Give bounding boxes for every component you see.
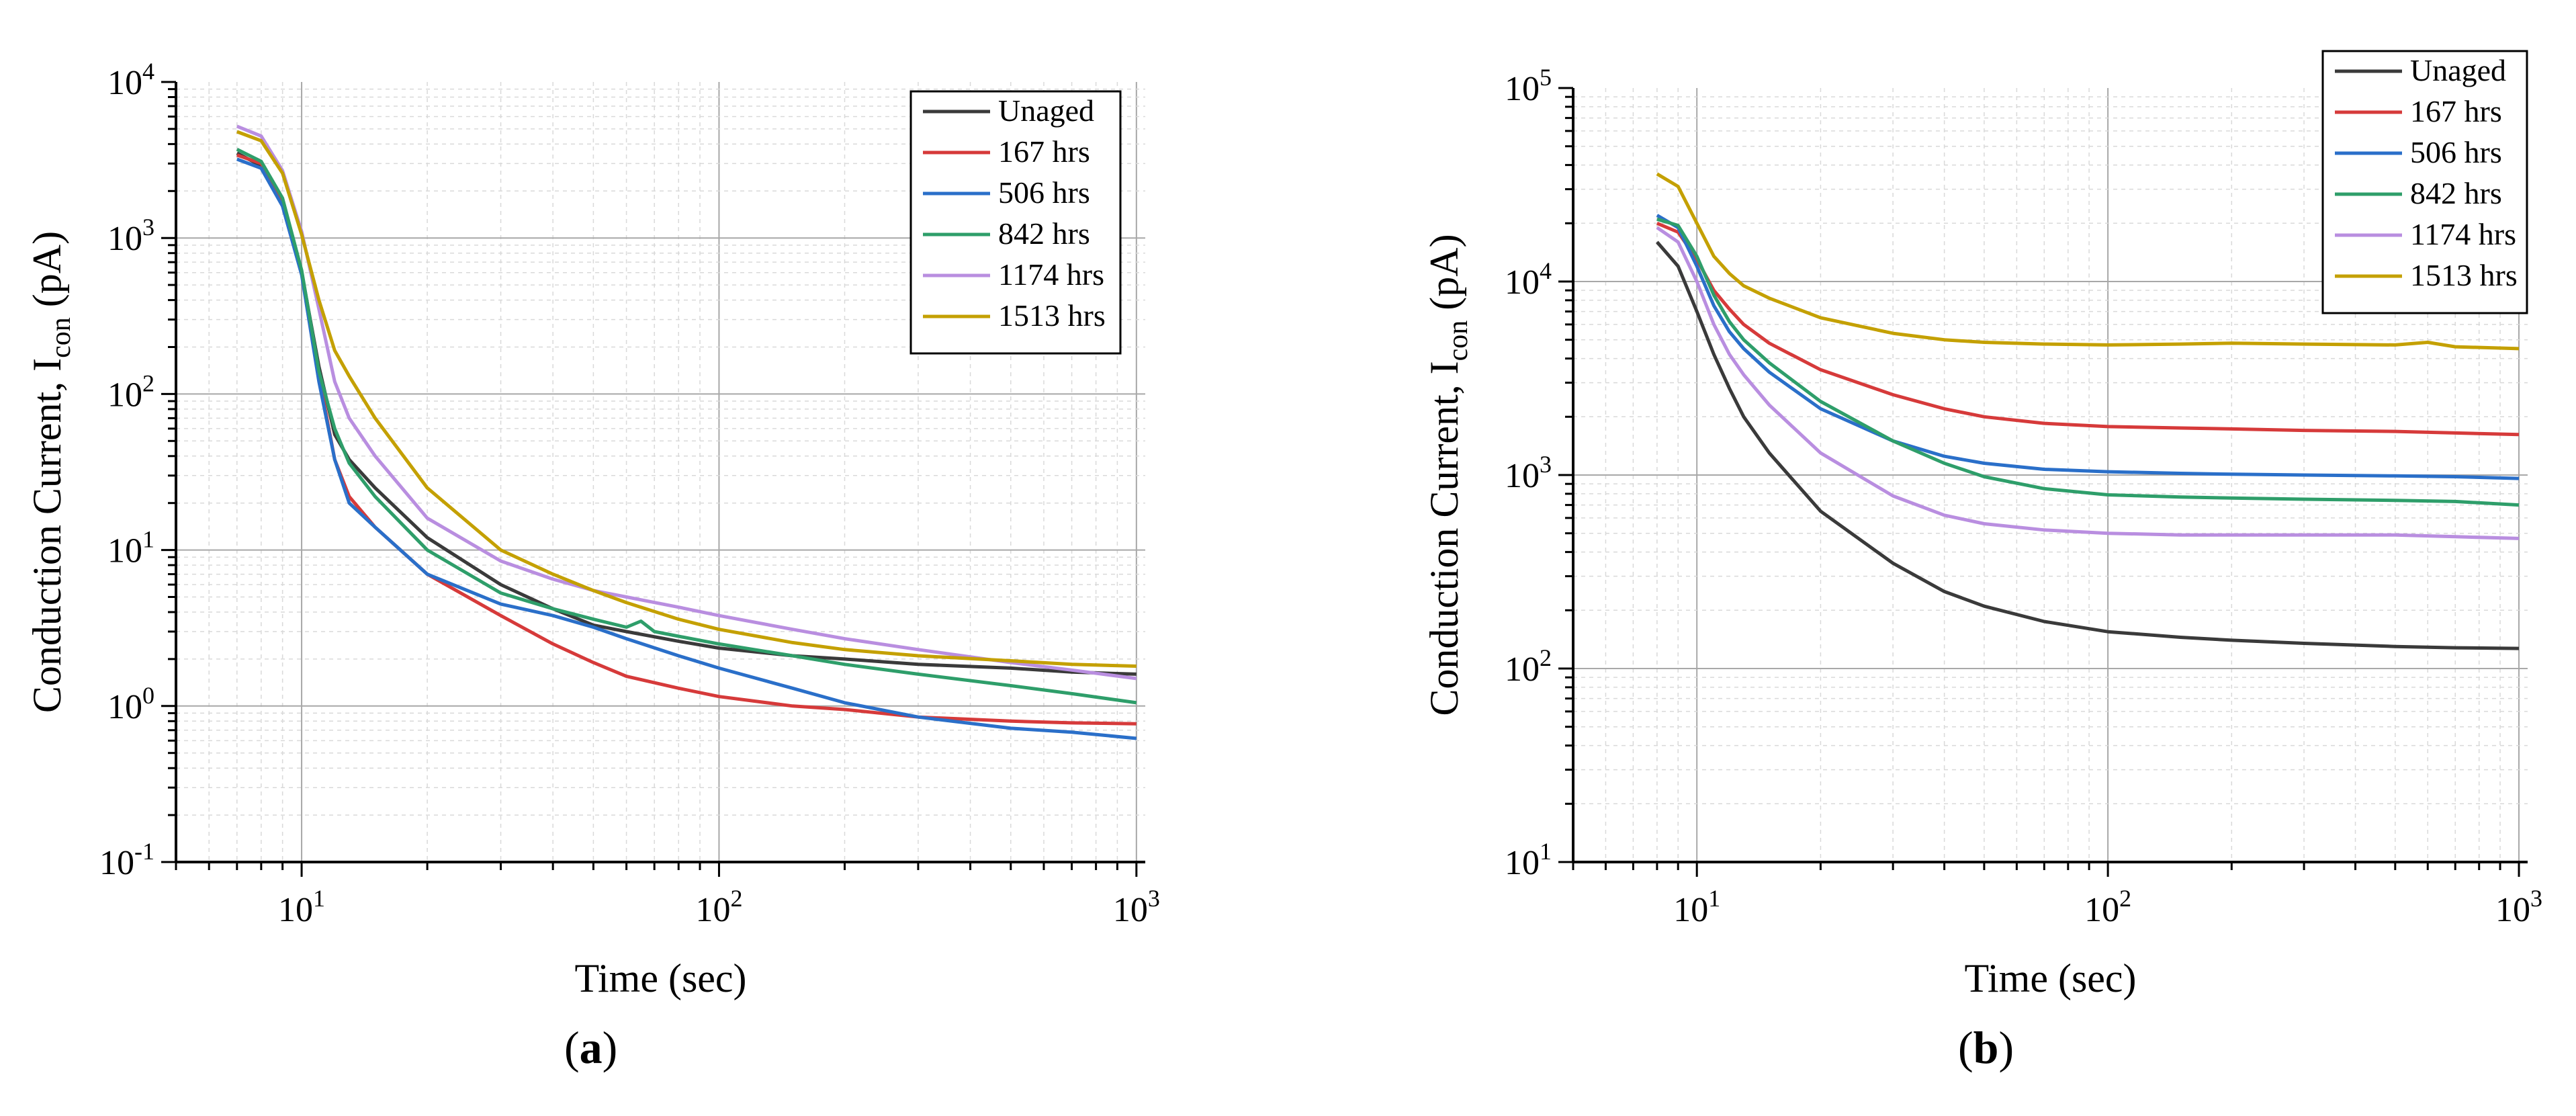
panel-label-b: (b) [1958, 1022, 2014, 1073]
legend-box [2321, 50, 2528, 314]
legend-label: 1513 hrs [2410, 258, 2518, 292]
y-tick-label: 10-1 [99, 838, 154, 882]
legend-label: 506 hrs [998, 175, 1090, 210]
x-tick-label: 102 [695, 885, 742, 929]
legend-label: 167 hrs [998, 134, 1090, 169]
y-tick-label: 102 [107, 370, 154, 414]
series-line-unaged [1656, 241, 2520, 650]
x-tick-label: 101 [278, 885, 325, 929]
series-line-1513-hrs [236, 130, 1137, 668]
legend-label: Unaged [2410, 53, 2506, 87]
y-tick-label: 105 [1505, 64, 1552, 108]
legend-label: 842 hrs [998, 216, 1090, 251]
panel-label-b-letter: b [1973, 1022, 1999, 1073]
series-line-842-hrs [1656, 217, 2520, 507]
legend-label: 1513 hrs [998, 298, 1106, 333]
legend-label: Unaged [998, 93, 1094, 128]
legend-label: 167 hrs [2410, 94, 2502, 128]
series-line-1174-hrs [1656, 226, 2520, 540]
y-axis-label: Conduction Current, Icon (pA) [25, 231, 77, 713]
y-tick-label: 104 [1505, 257, 1552, 302]
y-tick-label: 102 [1505, 644, 1552, 689]
x-tick-label: 101 [1673, 885, 1720, 929]
panel-label-a: (a) [564, 1022, 618, 1073]
series-line-506-hrs [1656, 214, 2520, 480]
panel-label-a-letter: a [579, 1022, 603, 1073]
y-tick-label: 104 [107, 58, 154, 102]
y-tick-label: 101 [107, 526, 154, 570]
series-line-1513-hrs [1656, 172, 2520, 351]
y-tick-label: 103 [1505, 451, 1552, 495]
legend-box [909, 90, 1122, 355]
y-axis-label: Conduction Current, Icon (pA) [1422, 234, 1474, 716]
series-line-842-hrs [236, 148, 1137, 705]
series-line-167-hrs [1656, 221, 2520, 437]
legend-label: 1174 hrs [998, 257, 1104, 292]
y-tick-label: 100 [107, 682, 154, 726]
y-tick-label: 101 [1505, 838, 1552, 882]
chart-b: 101 102 103 101 102 103 104 105 Time (sec) Conduc… [1422, 50, 2542, 1000]
y-tick-label: 103 [107, 214, 154, 258]
x-axis-label: Time (sec) [1964, 956, 2136, 1000]
x-tick-label: 103 [2495, 885, 2542, 929]
x-tick-label: 103 [1113, 885, 1160, 929]
chart-a: 101 102 103 10-1 100 101 102 103 104 Time (sec) Co… [25, 58, 1160, 1000]
x-tick-label: 102 [2084, 885, 2131, 929]
legend-label: 1174 hrs [2410, 217, 2516, 251]
legend-label: 506 hrs [2410, 135, 2502, 169]
legend-label: 842 hrs [2410, 176, 2502, 210]
x-axis-label: Time (sec) [574, 956, 746, 1000]
